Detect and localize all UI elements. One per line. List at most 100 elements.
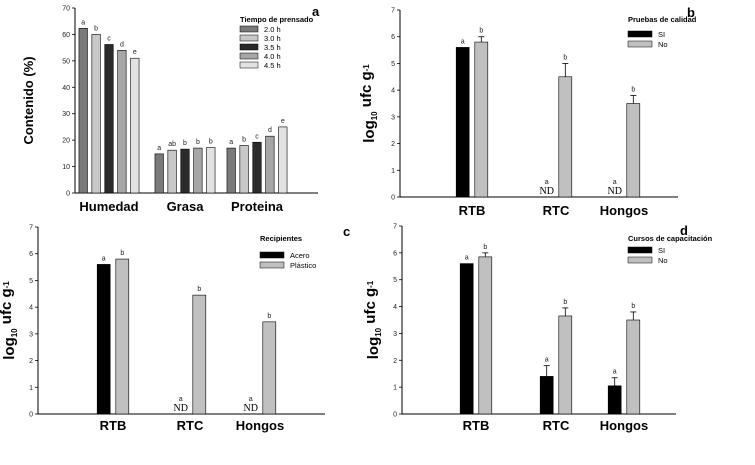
x-category-label: Grasa [167,199,205,214]
legend-swatch [259,251,285,259]
y-tick-label: 7 [29,225,33,232]
y-axis-label-part: 10 [374,327,383,336]
y-tick-label: 6 [29,251,33,258]
legend-label: 4.0 h [264,52,281,61]
legend-swatch [627,246,653,254]
y-axis-label: Contenido (%) [21,56,36,144]
bar [206,147,216,194]
legend-swatch [239,43,259,51]
y-tick-label: 7 [391,8,395,15]
y-axis-label-part: log [365,337,382,360]
y-tick-label: 30 [62,111,70,118]
bar [91,34,101,194]
bar [558,315,573,415]
y-tick-label: 60 [62,32,70,39]
significance-letter: a [179,396,183,403]
bar [459,263,474,415]
y-tick-label: 3 [391,114,395,121]
significance-letter: b [267,313,271,320]
legend-label: 3.5 h [264,43,281,52]
legend-swatch [239,34,259,42]
significance-letter: c [255,133,259,140]
significance-letter: b [631,86,635,93]
bar [239,145,249,194]
x-category-label: Hongos [600,418,648,433]
panel-letter: d [680,223,688,238]
y-tick-label: 0 [393,412,397,419]
y-axis-label: log10 ufc g-1 [0,281,19,360]
y-tick-label: 3 [393,331,397,338]
legend-label: 2.0 h [264,25,281,34]
significance-letter: a [613,369,617,376]
bar [226,147,236,194]
y-tick-label: 5 [29,278,33,285]
significance-letter: d [120,41,124,48]
legend-label: SI [658,246,665,255]
significance-letter: b [183,140,187,147]
legend-swatch [627,30,653,38]
significance-letter: b [120,250,124,257]
y-tick-label: 2 [391,141,395,148]
significance-letter: a [613,179,617,186]
y-axis-label: log10 ufc g-1 [362,280,383,359]
x-category-label: Proteina [231,199,284,214]
x-category-label: RTB [463,418,490,433]
y-tick-label: 40 [62,85,70,92]
y-tick-label: 4 [29,305,33,312]
bar [626,103,641,198]
significance-letter: a [461,38,465,45]
nd-label: ND [243,403,257,414]
y-tick-label: 10 [62,164,70,171]
y-tick-label: 7 [393,224,397,231]
bar [455,47,470,198]
y-tick-label: 6 [393,250,397,257]
significance-letter: ab [168,141,176,148]
y-tick-label: 70 [62,6,70,13]
y-axis-label-part: -1 [2,281,11,289]
significance-letter: b [196,139,200,146]
x-category-label: Hongos [600,203,648,218]
y-tick-label: 1 [29,385,33,392]
y-axis-label-part: ufc g [0,288,15,328]
x-category-label: RTB [459,203,486,218]
y-tick-label: 1 [391,168,395,175]
legend-label: No [658,256,668,265]
bar [278,126,288,194]
y-axis-label-part: log [361,120,378,143]
significance-letter: b [94,25,98,32]
y-tick-label: 5 [391,61,395,68]
y-tick-label: 4 [391,88,395,95]
y-tick-label: 50 [62,58,70,65]
significance-letter: a [545,357,549,364]
bar [167,149,177,194]
bar [626,319,641,415]
panel-a: 0 10 20 30 40 50 60 70 Contenido (%) Humedad Grasa… [21,4,320,214]
y-tick-label: 1 [393,385,397,392]
x-category-label: RTC [177,418,204,433]
legend-label: No [658,40,668,49]
panel-letter: a [312,4,320,19]
y-tick-label: 5 [393,277,397,284]
x-category-label: RTB [100,418,127,433]
nd-label: ND [173,403,187,414]
bar [265,135,275,194]
y-tick-label: 2 [29,358,33,365]
bar [104,44,114,194]
y-tick-label: 2 [393,358,397,365]
bar [115,258,130,415]
bar [117,49,127,194]
y-axis-label-part: 10 [370,111,379,120]
bar [193,147,203,194]
x-category-label: RTC [543,203,570,218]
x-category-label: RTC [543,418,570,433]
legend-label: 4.5 h [264,61,281,70]
legend-swatch [259,261,285,269]
significance-letter: b [563,54,567,61]
significance-letter: e [133,49,137,56]
y-axis-label-part: ufc g [362,288,379,328]
legend-title: Tiempo de prensado [240,15,314,24]
legend-swatch [627,40,653,48]
legend-swatch [239,52,259,60]
y-axis-label-part: -1 [366,280,375,288]
